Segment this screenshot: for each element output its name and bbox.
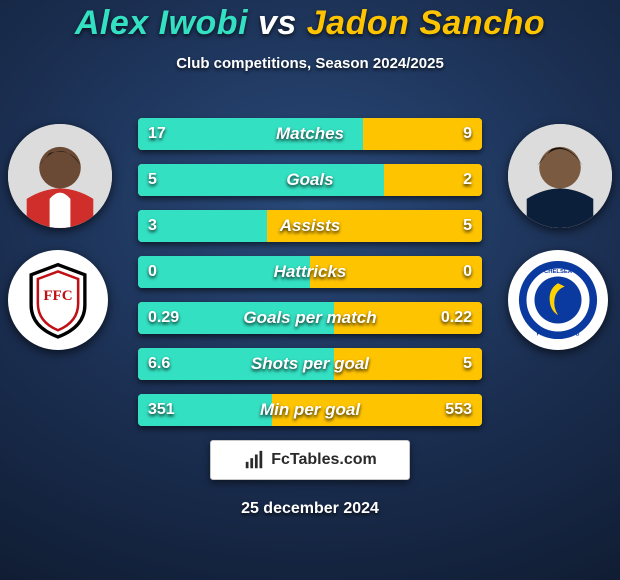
right-avatar-column: CHELSEA FOOTBALL CLUB: [508, 124, 612, 350]
stat-value-right: 553: [445, 401, 472, 419]
svg-text:FFC: FFC: [43, 288, 72, 304]
stat-row: 351 Min per goal 553: [138, 394, 482, 426]
stat-row: 6.6 Shots per goal 5: [138, 348, 482, 380]
stat-value-right: 5: [463, 217, 472, 235]
source-badge-text: FcTables.com: [271, 451, 377, 469]
stat-row: 3 Assists 5: [138, 210, 482, 242]
stat-label: Shots per goal: [138, 354, 482, 374]
player2-avatar-svg: [508, 124, 612, 228]
player1-name: Alex Iwobi: [75, 4, 248, 42]
svg-text:CHELSEA: CHELSEA: [544, 269, 573, 275]
stat-value-right: 2: [463, 171, 472, 189]
stat-value-right: 0.22: [441, 309, 472, 327]
player1-avatar-svg: [8, 124, 112, 228]
subtitle: Club competitions, Season 2024/2025: [0, 55, 620, 72]
stat-row: 0.29 Goals per match 0.22: [138, 302, 482, 334]
fulham-crest-icon: FFC: [16, 258, 100, 342]
vs-label: vs: [258, 4, 297, 42]
stat-label: Matches: [138, 124, 482, 144]
stat-value-right: 0: [463, 263, 472, 281]
chart-icon: [243, 449, 265, 471]
player1-club-badge: FFC: [8, 250, 108, 350]
stat-label: Goals per match: [138, 308, 482, 328]
player2-club-badge: CHELSEA FOOTBALL CLUB: [508, 250, 608, 350]
left-avatar-column: FFC: [8, 124, 112, 350]
player2-avatar: [508, 124, 612, 228]
stat-row: 5 Goals 2: [138, 164, 482, 196]
svg-text:FOOTBALL CLUB: FOOTBALL CLUB: [537, 331, 580, 337]
chelsea-crest-icon: CHELSEA FOOTBALL CLUB: [516, 258, 600, 342]
comparison-title: Alex Iwobi vs Jadon Sancho: [0, 0, 620, 43]
stat-label: Goals: [138, 170, 482, 190]
stat-bars: 17 Matches 9 5 Goals 2 3 Assists 5 0 Hat…: [138, 118, 482, 426]
stat-label: Min per goal: [138, 400, 482, 420]
stat-value-right: 5: [463, 355, 472, 373]
source-badge: FcTables.com: [210, 440, 410, 480]
stat-label: Assists: [138, 216, 482, 236]
player2-name: Jadon Sancho: [307, 4, 545, 42]
stat-row: 0 Hattricks 0: [138, 256, 482, 288]
snapshot-date: 25 december 2024: [0, 500, 620, 518]
stat-row: 17 Matches 9: [138, 118, 482, 150]
stat-value-right: 9: [463, 125, 472, 143]
stat-label: Hattricks: [138, 262, 482, 282]
player1-avatar: [8, 124, 112, 228]
